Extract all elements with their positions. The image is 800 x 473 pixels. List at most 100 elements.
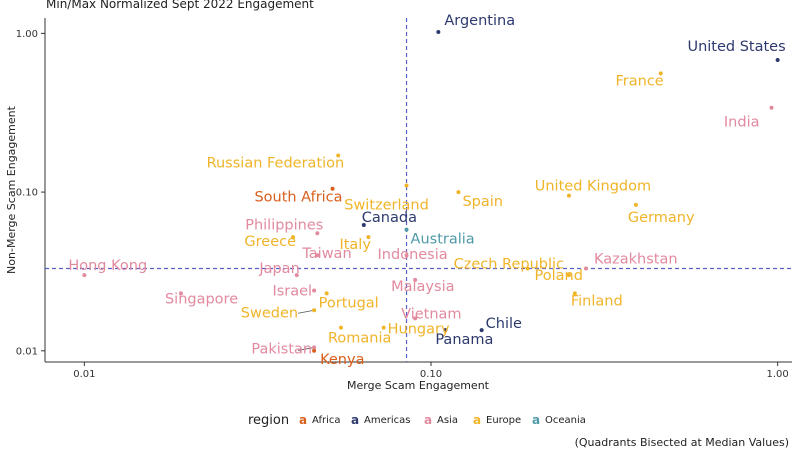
point-spain	[456, 190, 461, 195]
label-taiwan: Taiwan	[301, 246, 351, 262]
leader-sweden	[298, 309, 315, 314]
label-hungary: Hungary	[388, 322, 450, 338]
point-finland	[572, 291, 577, 296]
point-canada	[361, 223, 366, 228]
point-indonesia	[404, 253, 409, 258]
label-sweden: Sweden	[241, 305, 298, 321]
legend-label-africa: Africa	[312, 415, 341, 426]
point-germany	[633, 202, 638, 207]
axis-ticks: 0.01 0.10 1.00 0.01 0.10 1.00	[16, 29, 789, 380]
median-lines	[45, 18, 792, 362]
point-united-states	[775, 57, 780, 62]
label-france: France	[616, 73, 664, 89]
label-romania: Romania	[328, 331, 391, 347]
y-tick-label: 0.10	[16, 188, 38, 199]
label-indonesia: Indonesia	[378, 247, 448, 263]
legend-label-oceania: Oceania	[545, 415, 586, 426]
point-philippines	[315, 231, 320, 236]
label-japan: Japan	[258, 261, 299, 277]
label-australia: Australia	[411, 232, 475, 248]
point-poland	[566, 273, 571, 278]
point-france	[658, 71, 663, 76]
label-singapore: Singapore	[165, 291, 238, 307]
legend-key-africa: a	[299, 413, 307, 427]
legend-title: region	[248, 413, 289, 428]
label-portugal: Portugal	[319, 295, 379, 311]
point-sweden	[312, 308, 317, 313]
y-tick-label: 1.00	[16, 29, 38, 40]
legend-key-europe: a	[473, 413, 481, 427]
legend-label-asia: Asia	[437, 415, 458, 426]
point-romania	[338, 325, 343, 330]
point-greece	[291, 235, 296, 240]
label-south-africa: South Africa	[254, 190, 342, 206]
point-argentina	[436, 30, 441, 35]
legend-label-americas: Americas	[364, 415, 410, 426]
label-russian-federation: Russian Federation	[207, 156, 345, 172]
x-tick-label: 1.00	[767, 369, 789, 380]
point-hungary	[381, 325, 386, 330]
data-labels: Argentina United States France India Russian…	[68, 13, 785, 368]
axes	[44, 18, 792, 363]
point-chile	[479, 328, 484, 333]
point-hong-kong	[82, 273, 87, 278]
point-singapore	[178, 291, 183, 296]
legend-key-asia: a	[424, 413, 432, 427]
point-india	[769, 105, 774, 110]
legend: region a Africa a Americas a Asia a Europe a Ocea…	[248, 413, 586, 428]
label-pakistan: Pakistan	[251, 341, 312, 357]
point-russian-federation	[336, 153, 341, 158]
label-united-states: United States	[687, 39, 785, 55]
point-pakistan	[312, 345, 317, 350]
point-vietnam	[413, 316, 418, 321]
label-leader-lines	[298, 309, 315, 351]
point-japan	[294, 273, 299, 278]
label-malaysia: Malaysia	[391, 279, 454, 295]
chart-title: Min/Max Normalized Sept 2022 Engagement	[46, 0, 314, 11]
label-india: India	[724, 115, 760, 131]
point-israel	[312, 288, 317, 293]
label-italy: Italy	[339, 237, 371, 253]
data-points	[82, 30, 780, 353]
x-tick-label: 0.01	[73, 369, 95, 380]
legend-key-oceania: a	[532, 413, 540, 427]
label-israel: Israel	[272, 283, 312, 299]
leader-pakistan	[298, 347, 315, 351]
label-chile: Chile	[486, 316, 522, 332]
point-portugal	[324, 291, 329, 296]
label-canada: Canada	[362, 210, 417, 226]
point-kenya	[312, 348, 317, 353]
point-united-kingdom	[566, 193, 571, 198]
point-australia	[404, 227, 409, 232]
label-greece: Greece	[244, 234, 296, 250]
label-czech-republic: Czech Republic	[454, 257, 564, 273]
point-panama	[443, 328, 448, 333]
label-vietnam: Vietnam	[401, 306, 461, 322]
label-kenya: Kenya	[320, 352, 364, 368]
label-kazakhstan: Kazakhstan	[594, 252, 678, 268]
label-panama: Panama	[435, 332, 493, 348]
chart-caption: (Quadrants Bisected at Median Values)	[575, 436, 789, 449]
legend-label-europe: Europe	[486, 415, 521, 426]
y-tick-label: 0.01	[16, 346, 38, 357]
y-axis-label: Non-Merge Scam Engagement	[5, 105, 18, 274]
point-italy	[366, 235, 371, 240]
point-switzerland	[404, 183, 409, 188]
label-united-kingdom: United Kingdom	[535, 179, 651, 195]
x-tick-label: 0.10	[420, 369, 442, 380]
label-hong-kong: Hong Kong	[68, 258, 147, 274]
x-axis-label: Merge Scam Engagement	[347, 379, 490, 392]
legend-key-americas: a	[351, 413, 359, 427]
label-germany: Germany	[628, 210, 695, 226]
label-argentina: Argentina	[444, 13, 515, 29]
point-czech-republic	[525, 266, 530, 271]
label-switzerland: Switzerland	[344, 198, 429, 214]
label-spain: Spain	[462, 194, 503, 210]
label-philippines: Philippines	[245, 217, 323, 233]
point-taiwan	[315, 253, 320, 258]
point-kazakhstan	[584, 266, 589, 271]
label-poland: Poland	[535, 268, 583, 284]
point-south-africa	[330, 186, 335, 191]
point-malaysia	[413, 277, 418, 282]
